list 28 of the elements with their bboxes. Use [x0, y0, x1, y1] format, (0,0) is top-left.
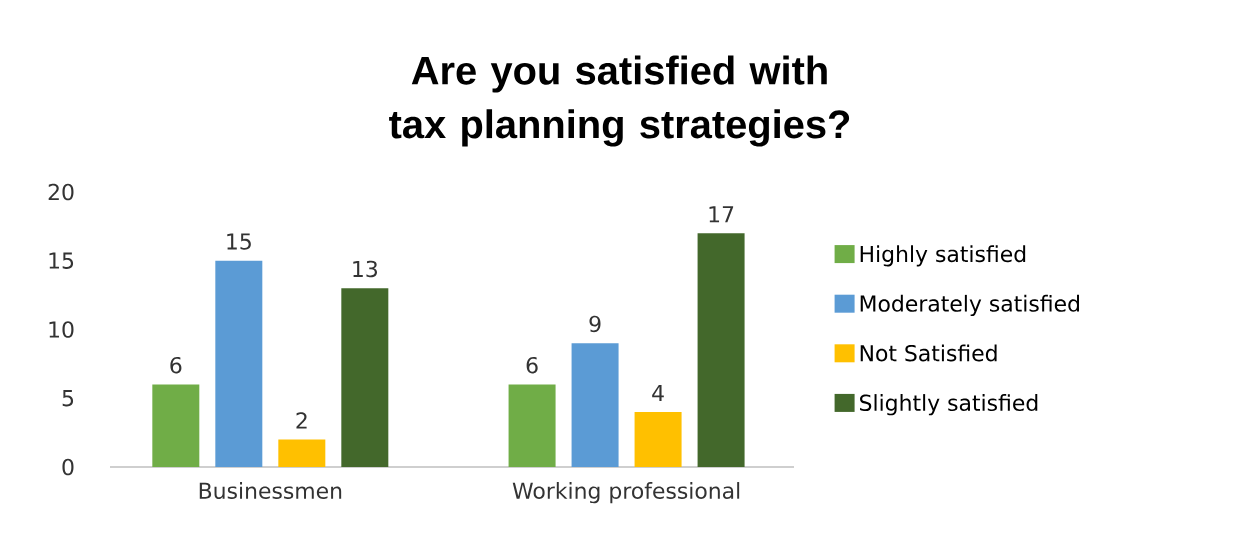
data-label: 6 — [170, 356, 182, 374]
data-label: 2 — [296, 412, 307, 429]
y-tick-label: 15 — [49, 252, 74, 269]
data-label: 17 — [709, 206, 734, 223]
data-label: 6 — [526, 356, 538, 374]
bar — [341, 288, 389, 467]
legend-label: Moderately satisfied — [860, 294, 1079, 317]
y-tick-label: 0 — [62, 458, 74, 476]
y-tick-label: 5 — [62, 390, 74, 407]
y-tick-label: 10 — [49, 321, 74, 338]
data-label: 4 — [652, 384, 664, 401]
y-tick-label: 20 — [48, 183, 74, 201]
bar — [508, 384, 556, 467]
legend-label: Highly satisfied — [860, 245, 1026, 267]
x-tick-label: Working professional — [512, 482, 740, 504]
bar — [634, 412, 682, 467]
bar — [152, 384, 200, 467]
legend-label: Not Satisfied — [860, 344, 997, 362]
bar — [278, 439, 326, 467]
chart-title: Are you satisfied with tax planning strategies? — [389, 55, 850, 147]
x-tick-label: Businessmen — [199, 482, 342, 499]
data-label: 15 — [227, 233, 251, 250]
legend-label: Slightly satisfied — [860, 394, 1038, 416]
data-label: 9 — [589, 315, 601, 333]
bar — [215, 260, 263, 467]
data-label: 13 — [353, 260, 378, 278]
bar — [697, 233, 745, 467]
bar — [571, 343, 619, 467]
